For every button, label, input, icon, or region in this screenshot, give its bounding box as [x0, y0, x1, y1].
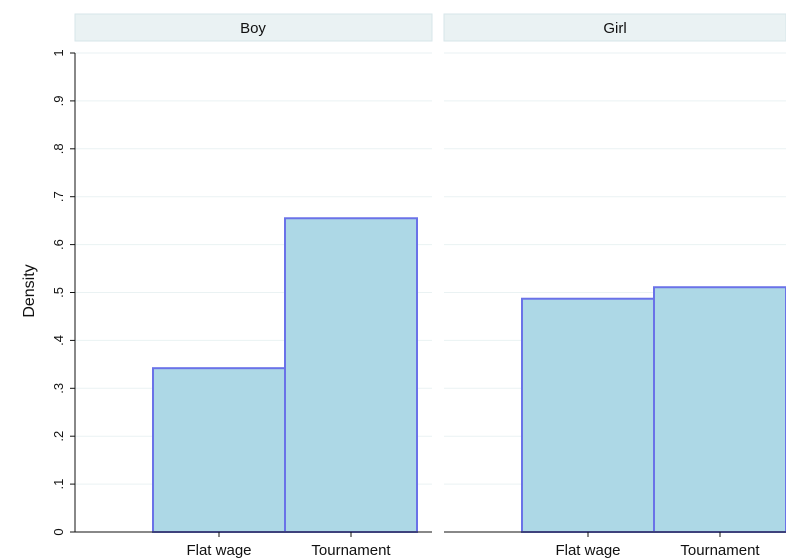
y-tick-label-0: 0: [51, 528, 66, 535]
y-tick-label-1: .1: [51, 479, 66, 490]
y-tick-label-8: .8: [51, 143, 66, 154]
bars: [152, 217, 786, 533]
panel-label-boy: Boy: [240, 20, 266, 37]
y-tick-label-9: .9: [51, 95, 66, 106]
bar-girl-1: [653, 286, 786, 533]
y-tick-label-10: 1: [51, 49, 66, 56]
category-label-boy-0: Flat wage: [186, 542, 251, 559]
category-label-boy-1: Tournament: [311, 542, 391, 559]
y-tick-label-5: .5: [51, 287, 66, 298]
category-label-girl-0: Flat wage: [555, 542, 620, 559]
y-axis-title: Density: [21, 264, 38, 317]
panel-strip-girl: [443, 13, 786, 42]
y-tick-label-3: .3: [51, 383, 66, 394]
bar-boy-0: [152, 367, 286, 533]
y-tick-label-6: .6: [51, 239, 66, 250]
panel-strip-boy: [74, 13, 433, 42]
x-category-labels: Flat wage Tournament Flat wage Tournament: [186, 532, 760, 559]
y-tick-label-2: .2: [51, 431, 66, 442]
panel-label-girl: Girl: [603, 20, 626, 37]
y-tick-label-7: .7: [51, 191, 66, 202]
category-label-girl-1: Tournament: [680, 542, 760, 559]
bar-boy-1: [284, 217, 418, 533]
y-tick-label-4: .4: [51, 335, 66, 346]
y-ticks: 0 .1 .2 .3 .4 .5 .6 .7 .8 .9 1: [51, 49, 75, 536]
bar-girl-0: [521, 297, 655, 533]
